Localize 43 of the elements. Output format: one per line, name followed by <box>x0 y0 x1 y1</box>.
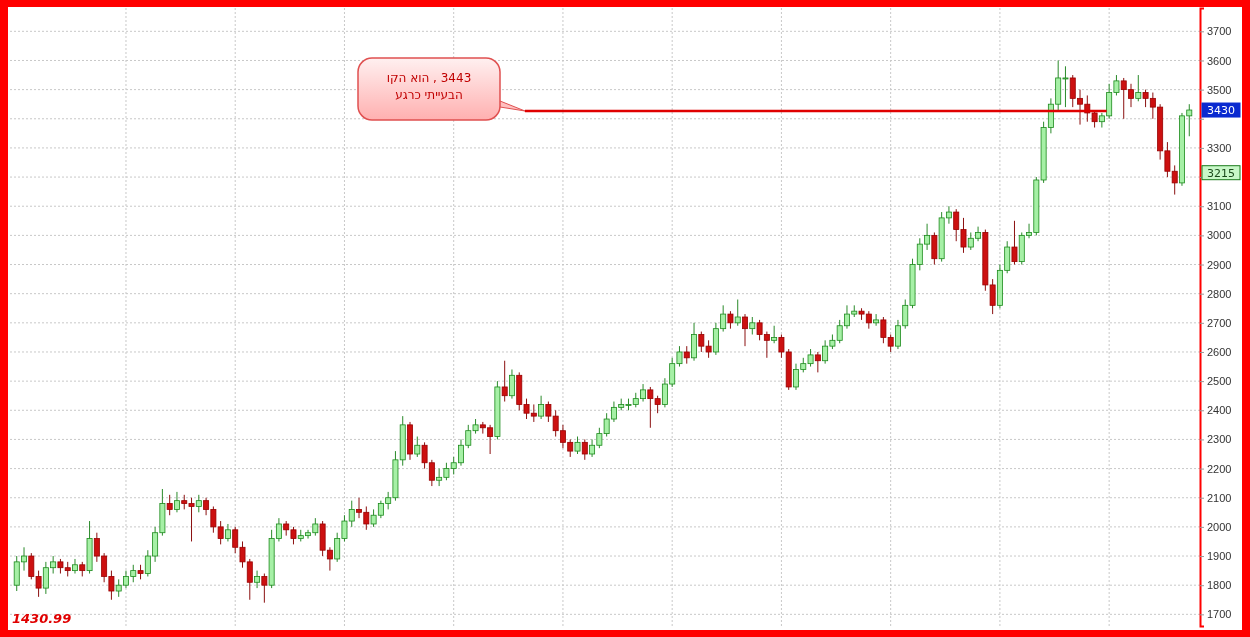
y-tick-label: 2800 <box>1207 287 1232 300</box>
annotation: 1430.99 <box>12 611 72 626</box>
candlestick <box>1011 220 1018 266</box>
y-tick-label: 1900 <box>1207 550 1232 563</box>
y-tick-label: 1700 <box>1207 608 1232 621</box>
candlestick <box>691 322 697 362</box>
y-tick-label: 3100 <box>1207 200 1232 213</box>
candlestick <box>254 570 261 589</box>
candlestick <box>1135 74 1142 102</box>
y-tick-label: 3600 <box>1207 54 1232 67</box>
y-tick-label: 2600 <box>1207 346 1232 358</box>
y-tick-label: 3300 <box>1207 141 1232 154</box>
candlestick <box>166 494 173 516</box>
y-tick-label: 1800 <box>1207 579 1232 592</box>
candlestick <box>814 351 821 373</box>
annotation: 3430 <box>1207 104 1235 118</box>
y-tick-label: 2500 <box>1207 375 1232 388</box>
candlestick <box>501 360 508 403</box>
candlestick <box>72 558 78 575</box>
y-tick-label: 2400 <box>1207 404 1232 417</box>
candlestick <box>509 368 515 400</box>
candlestick <box>174 491 180 513</box>
y-tick-label: 3700 <box>1207 25 1232 38</box>
candlestick <box>873 313 880 327</box>
annotation: 3443 , הוא הקו הבעייתי כרגע <box>386 71 472 102</box>
y-tick-label: 2900 <box>1207 258 1232 271</box>
candlestick <box>414 436 421 458</box>
candlestick <box>931 231 938 266</box>
y-tick-label: 2700 <box>1207 316 1232 329</box>
y-tick-label: 2100 <box>1207 491 1232 504</box>
y-tick-label: 2300 <box>1207 433 1232 446</box>
y-tick-label: 3000 <box>1207 229 1232 242</box>
callout-box: 3443 , הוא הקו הבעייתי כרגע <box>357 57 1107 121</box>
candlestick <box>538 395 545 420</box>
y-tick-label: 2200 <box>1207 462 1232 475</box>
candlestick <box>734 299 741 327</box>
candlestick <box>771 325 778 344</box>
y-tick-label: 3500 <box>1207 83 1232 96</box>
candlestick <box>261 573 268 604</box>
candlestick <box>581 438 588 461</box>
candlestick <box>742 313 748 347</box>
annotation: 3215 <box>1207 166 1235 180</box>
y-tick-label: 2000 <box>1207 520 1232 533</box>
